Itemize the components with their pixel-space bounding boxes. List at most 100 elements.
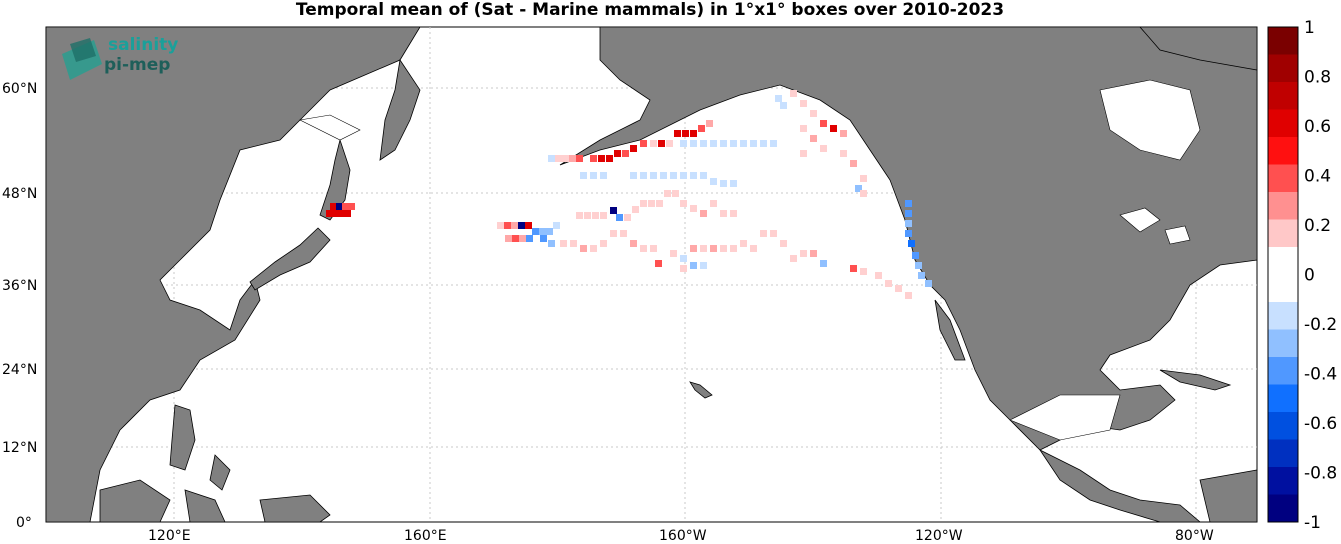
data-cell (698, 125, 705, 132)
data-cell (344, 210, 351, 217)
data-cell (584, 212, 591, 219)
data-cell (655, 260, 662, 267)
salinity-logo: salinity pi-mep (60, 36, 190, 84)
data-cells (326, 90, 932, 299)
lat-tick: 0° (16, 515, 32, 531)
hudson-bay (1099, 79, 1201, 161)
colorbar-step (1268, 54, 1298, 83)
data-cell (680, 172, 687, 179)
asia-landmass (45, 26, 421, 523)
data-cell (680, 200, 687, 207)
lat-tick: 36°N (2, 278, 37, 294)
data-cell (690, 205, 697, 212)
data-cell (519, 235, 526, 242)
lon-tick: 120°E (148, 528, 191, 544)
gulf-of-mexico (1009, 394, 1121, 441)
data-cell (670, 250, 677, 257)
data-cell (680, 140, 687, 147)
data-cell (860, 190, 867, 197)
colorbar-step (1268, 82, 1298, 110)
colorbar-label: -0.2 (1304, 315, 1337, 335)
data-cell (526, 235, 533, 242)
data-cell (750, 140, 757, 147)
data-cell (810, 110, 817, 117)
data-cell (730, 180, 737, 187)
data-cell (850, 160, 857, 167)
data-cell (630, 240, 637, 247)
lat-tick: 24°N (2, 362, 37, 378)
data-cell (775, 95, 782, 102)
sea-of-okhotsk (299, 114, 361, 141)
data-cell (925, 280, 932, 287)
lat-ticks: 60°N 48°N 36°N 24°N 12°N 0° (2, 81, 37, 531)
data-cell (918, 272, 925, 279)
data-cell (553, 222, 560, 229)
data-cell (680, 265, 687, 272)
data-cell (348, 203, 355, 210)
data-cell (640, 200, 647, 207)
data-cell (598, 155, 605, 162)
map-title: Temporal mean of (Sat - Marine mammals) … (295, 0, 1005, 20)
colorbar-steps (1268, 27, 1298, 523)
data-cell (576, 155, 583, 162)
data-cell (580, 245, 587, 252)
baja (934, 299, 966, 361)
data-cell (800, 125, 807, 132)
data-cell (674, 130, 681, 137)
logo-mark-icon (62, 38, 102, 80)
data-cell (690, 130, 697, 137)
data-cell (600, 212, 607, 219)
data-cell (666, 140, 673, 147)
data-cell (600, 172, 607, 179)
data-cell (640, 140, 647, 147)
colorbar-label: 1 (1304, 18, 1315, 38)
colorbar: 1 0.8 0.6 0.4 0.2 0 -0.2 -0.4 -0.6 -0.8 -1 (1267, 18, 1337, 533)
data-cell (800, 250, 807, 257)
data-cell (770, 140, 777, 147)
data-cell (740, 140, 747, 147)
data-cell (855, 185, 862, 192)
great-lakes (1119, 207, 1161, 233)
data-cell (640, 245, 647, 252)
data-cell (610, 207, 617, 214)
colorbar-step (1268, 137, 1298, 165)
data-cell (810, 250, 817, 257)
data-cell (680, 255, 687, 262)
colorbar-label: 0.2 (1304, 216, 1331, 236)
data-cell (620, 230, 627, 237)
data-cell (820, 260, 827, 267)
data-cell (710, 200, 717, 207)
new-guinea (259, 494, 331, 523)
colorbar-step (1268, 274, 1298, 303)
data-cell (672, 190, 679, 197)
colorbar-step (1268, 247, 1298, 275)
data-cell (905, 210, 912, 217)
data-cell (632, 206, 639, 213)
data-cell (710, 178, 717, 185)
data-cell (750, 245, 757, 252)
lat-tick: 48°N (2, 186, 37, 202)
data-cell (616, 214, 623, 221)
data-cell (660, 172, 667, 179)
data-cell (540, 235, 547, 242)
data-cell (332, 210, 339, 217)
data-cell (664, 190, 671, 197)
colorbar-label: 0.8 (1304, 68, 1331, 88)
colorbar-step (1268, 439, 1298, 468)
data-cell (700, 140, 707, 147)
data-cell (338, 210, 345, 217)
data-cell (730, 140, 737, 147)
colorbar-step (1268, 192, 1298, 220)
data-cell (850, 265, 857, 272)
data-cell (905, 292, 912, 299)
lat-tick: 12°N (2, 440, 37, 456)
data-cell (592, 212, 599, 219)
data-cell (780, 240, 787, 247)
data-cell (760, 230, 767, 237)
colorbar-step (1268, 27, 1298, 55)
data-cell (700, 262, 707, 269)
data-cell (670, 172, 677, 179)
hawaii (689, 381, 713, 399)
colorbar-label: -0.8 (1304, 464, 1337, 484)
